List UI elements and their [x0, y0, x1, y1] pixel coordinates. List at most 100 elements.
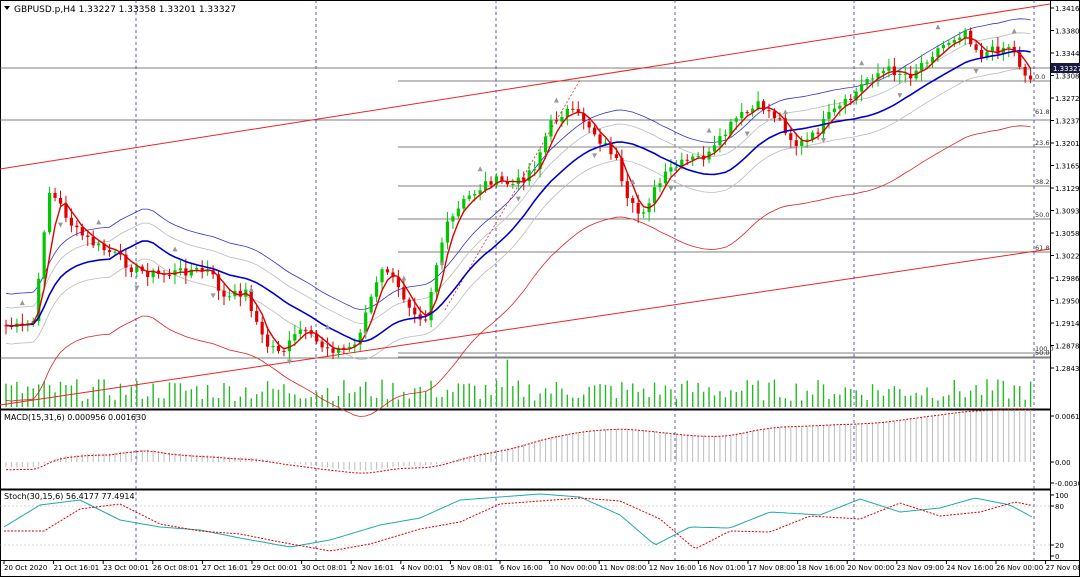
candle-body [963, 30, 967, 38]
candle-body [369, 296, 373, 313]
fibo-level-label: 50.0 [1035, 211, 1049, 219]
price-label: 1.29500 [1055, 298, 1080, 306]
triangle-down-icon[interactable] [4, 6, 10, 10]
candle-body [195, 268, 199, 270]
fractal-arrow-icon [210, 293, 216, 299]
candle-body [903, 73, 907, 75]
candle-body [827, 111, 831, 119]
candle-body [609, 142, 613, 155]
candle-body [652, 187, 657, 204]
trend-line-lower [0, 248, 1051, 406]
candle-body [658, 183, 662, 188]
candle-body [620, 157, 624, 182]
candle-body [86, 235, 90, 237]
candle-body [347, 346, 351, 349]
candle-body [396, 277, 400, 288]
candle-body [227, 296, 232, 298]
candle-body [887, 66, 891, 71]
fractal-arrow-icon [630, 178, 636, 184]
price-axis: 1.34160 1.33800 1.33440 1.33080 1.32720 1.323… [1050, 5, 1080, 561]
candle-body [478, 190, 482, 195]
time-label: 12 Nov 16:00 [649, 564, 696, 572]
upper-band-blue [5, 18, 1031, 310]
candle-body [178, 268, 182, 271]
time-label: 21 Oct 16:01 [54, 564, 100, 572]
time-label: 26 Nov 00:00 [996, 564, 1043, 572]
candle-body [353, 344, 357, 347]
macd-title: MACD(15,31,6) 0.000956 0.001630 [4, 413, 146, 422]
candle-body [37, 278, 41, 321]
candle-body [1023, 66, 1027, 76]
price-label: 1.29860 [1055, 275, 1080, 283]
candle-body [342, 347, 346, 349]
candle-body [200, 268, 204, 272]
fractal-arrow-icon [706, 127, 712, 133]
candle-body [543, 136, 548, 153]
candle-body [712, 145, 717, 152]
time-label: 20 Nov 00:00 [847, 564, 894, 572]
candle-body [767, 110, 771, 112]
upper-band-gray [5, 32, 1031, 324]
candle-body [216, 274, 221, 291]
lower-band-red [5, 125, 1031, 417]
candle-body [276, 346, 281, 351]
candle-body [135, 266, 139, 272]
candle-body [685, 159, 689, 161]
time-label: 27 Nov 08:00 [1046, 564, 1080, 572]
fractal-arrow-icon [592, 153, 598, 159]
candle-body [958, 37, 962, 41]
candle-body [511, 183, 515, 185]
candle-body [674, 166, 678, 168]
price-label: 1.31650 [1055, 163, 1080, 171]
candle-body [593, 127, 597, 135]
candle-body [832, 108, 836, 112]
macd-pane [5, 408, 1032, 474]
time-label: 16 Nov 01:00 [698, 564, 745, 572]
fractal-arrow-icon [897, 93, 903, 99]
stoch-axis-label: 20 [1055, 542, 1064, 550]
envelope-bands [5, 18, 1031, 417]
current-price-tag [1051, 63, 1080, 73]
symbol-info: GBPUSD.p,H4 1.33227 1.33358 1.33201 1.33… [14, 5, 236, 15]
candle-body [1007, 46, 1011, 48]
candle-body [538, 152, 542, 170]
candle-body [445, 221, 450, 243]
candle-body [669, 167, 673, 172]
time-label: 23 Nov 09:00 [897, 564, 944, 572]
time-label: 23 Oct 00:01 [103, 564, 149, 572]
candle-body [473, 194, 477, 196]
fibo-level-label: 61.8 [1035, 108, 1049, 116]
time-label: 5 Nov 08:01 [450, 564, 493, 572]
price-label: 1.28780 [1055, 343, 1080, 351]
fractal-arrow-icon [439, 261, 445, 267]
candle-body [843, 98, 847, 106]
stoch-title: Stoch(30,15,6) 56.4177 77.4914 [4, 492, 135, 501]
fractal-arrows [19, 24, 1017, 365]
candle-body [723, 134, 727, 137]
candle-body [75, 225, 79, 228]
stoch-signal-line [4, 497, 1033, 552]
candle-body [320, 341, 324, 348]
time-label: 17 Nov 08:00 [748, 564, 795, 572]
candle-body [909, 73, 913, 79]
current-price-label: 1.33327 [1053, 65, 1080, 73]
price-label: 1.32720 [1055, 95, 1080, 103]
candle-body [854, 91, 858, 101]
candle-body [434, 265, 439, 292]
candle-body [614, 154, 618, 158]
stoch-axis-label: 80 [1055, 503, 1064, 511]
fibo-level-label: 50.0 [1035, 349, 1049, 357]
fractal-arrow-icon [248, 287, 254, 293]
fibo-level-label: 61.8 [1035, 244, 1049, 252]
candle-body [358, 332, 362, 345]
candle-body [691, 156, 695, 160]
candle-body [565, 108, 569, 118]
candle-body [778, 118, 782, 120]
candle-body [811, 132, 815, 140]
candle-body [821, 118, 826, 134]
candle-body [206, 270, 210, 272]
candle-body [985, 52, 989, 58]
